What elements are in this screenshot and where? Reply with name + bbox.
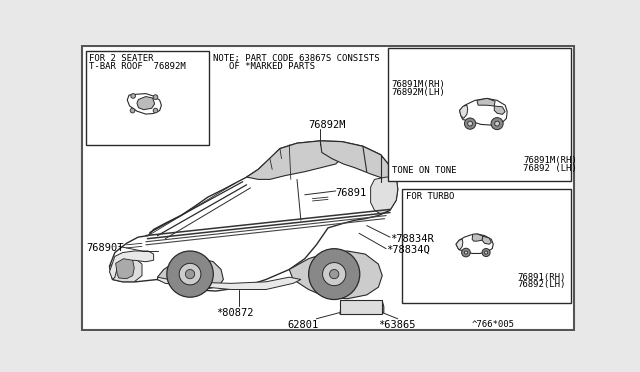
- Circle shape: [491, 118, 503, 129]
- Circle shape: [461, 248, 470, 257]
- Polygon shape: [109, 259, 142, 282]
- Text: 76891: 76891: [336, 188, 367, 198]
- Text: *78834Q: *78834Q: [386, 245, 430, 255]
- Polygon shape: [109, 251, 154, 279]
- Polygon shape: [157, 277, 301, 289]
- Text: FOR TURBO: FOR TURBO: [406, 192, 454, 202]
- Polygon shape: [137, 97, 155, 110]
- Bar: [388, 48, 572, 181]
- Polygon shape: [456, 239, 463, 250]
- Text: 76891(RH): 76891(RH): [518, 273, 566, 282]
- Text: 76892M(LH): 76892M(LH): [392, 88, 445, 97]
- Polygon shape: [477, 98, 495, 106]
- Polygon shape: [109, 141, 397, 291]
- Polygon shape: [472, 234, 483, 241]
- Polygon shape: [494, 106, 505, 115]
- Text: *63865: *63865: [378, 320, 416, 330]
- Polygon shape: [289, 251, 382, 299]
- Circle shape: [482, 248, 490, 257]
- Bar: [340, 300, 382, 314]
- Polygon shape: [246, 141, 348, 179]
- Text: NOTE; PART CODE 63867S CONSISTS: NOTE; PART CODE 63867S CONSISTS: [213, 54, 380, 63]
- Circle shape: [468, 121, 472, 126]
- Text: *78834R: *78834R: [390, 234, 434, 244]
- Polygon shape: [460, 98, 507, 125]
- Text: FOR 2 SEATER: FOR 2 SEATER: [90, 54, 154, 63]
- Circle shape: [153, 95, 158, 99]
- Polygon shape: [320, 141, 396, 179]
- Circle shape: [130, 108, 135, 113]
- Circle shape: [186, 269, 195, 279]
- Circle shape: [179, 263, 201, 285]
- Polygon shape: [127, 94, 161, 114]
- Circle shape: [484, 251, 488, 254]
- Circle shape: [495, 121, 500, 126]
- Polygon shape: [460, 105, 468, 118]
- Polygon shape: [157, 259, 223, 289]
- Text: 76892(LH): 76892(LH): [518, 280, 566, 289]
- Text: 76891M(RH): 76891M(RH): [392, 80, 445, 89]
- Polygon shape: [116, 259, 134, 279]
- Circle shape: [308, 249, 360, 299]
- Circle shape: [465, 118, 476, 129]
- Bar: [402, 189, 571, 303]
- Polygon shape: [349, 301, 384, 314]
- Text: 76890T: 76890T: [86, 243, 124, 253]
- Circle shape: [330, 269, 339, 279]
- Polygon shape: [371, 177, 397, 214]
- Text: ^766*005: ^766*005: [472, 320, 515, 329]
- Circle shape: [323, 263, 346, 286]
- Circle shape: [153, 108, 158, 113]
- Text: T-BAR ROOF  76892M: T-BAR ROOF 76892M: [90, 62, 186, 71]
- Text: 62801: 62801: [288, 320, 319, 330]
- Circle shape: [131, 94, 136, 98]
- Text: 76892M: 76892M: [308, 120, 346, 130]
- Polygon shape: [482, 236, 492, 244]
- Bar: [86, 51, 209, 145]
- Text: *80872: *80872: [216, 308, 253, 318]
- Text: TONE ON TONE: TONE ON TONE: [392, 166, 456, 175]
- Text: OF *MARKED PARTS: OF *MARKED PARTS: [229, 62, 315, 71]
- Circle shape: [167, 251, 213, 297]
- Polygon shape: [456, 234, 493, 253]
- Circle shape: [465, 251, 467, 254]
- Text: 76891M(RH): 76891M(RH): [524, 156, 577, 165]
- Text: 76892 (LH): 76892 (LH): [524, 164, 577, 173]
